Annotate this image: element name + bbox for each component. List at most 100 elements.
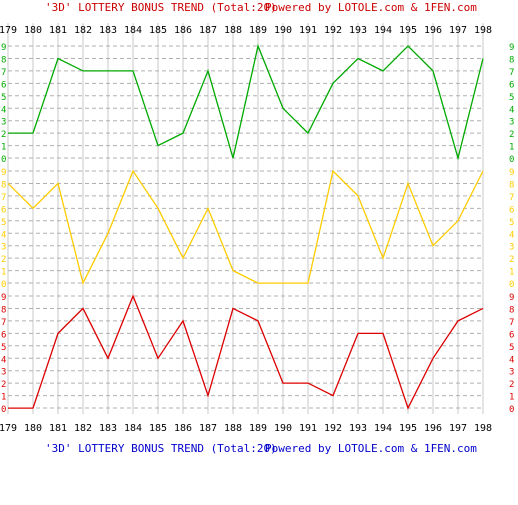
axis-labels: 0 0 1 1 2 2 3 3 4 4 5 5 6 6 7 7 8 8 9 9 0 0 1 1 2 2 3 3 4 4 5 5 6 6 7 7 8 8 9 9…	[0, 25, 514, 434]
x-tick-label-bottom: 191	[299, 423, 317, 434]
y-tick-label-right: 9	[509, 43, 514, 53]
y-tick-label-right: 2	[509, 255, 514, 265]
y-tick-label-right: 2	[509, 380, 514, 390]
y-tick-label-left: 0	[1, 280, 6, 290]
y-tick-label-right: 1	[509, 143, 514, 153]
y-tick-label-right: 8	[509, 305, 514, 315]
y-tick-label-left: 4	[1, 230, 6, 240]
x-tick-label-top: 196	[424, 25, 442, 36]
series-line-2	[7, 169, 484, 285]
y-tick-label-right: 5	[509, 343, 514, 353]
x-tick-label-bottom: 187	[199, 423, 217, 434]
header-powered: Powered by LOTOLE.com & 1FEN.com	[265, 1, 477, 14]
y-tick-label-right: 0	[509, 405, 514, 415]
x-tick-label-bottom: 181	[49, 423, 67, 434]
y-tick-label-left: 8	[1, 180, 6, 190]
y-tick-label-left: 1	[1, 268, 6, 278]
x-tick-label-top: 182	[74, 25, 92, 36]
y-tick-label-right: 1	[509, 393, 514, 403]
y-tick-label-left: 6	[1, 80, 6, 90]
y-tick-label-right: 7	[509, 193, 514, 203]
y-tick-label-right: 7	[509, 318, 514, 328]
y-tick-label-left: 8	[1, 55, 6, 65]
x-tick-label-top: 183	[99, 25, 117, 36]
x-tick-label-top: 180	[24, 25, 42, 36]
x-tick-label-top: 194	[374, 25, 392, 36]
y-tick-label-left: 4	[1, 105, 6, 115]
footer-powered: Powered by LOTOLE.com & 1FEN.com	[265, 442, 477, 455]
x-tick-label-top: 198	[474, 25, 492, 36]
x-tick-label-top: 188	[224, 25, 242, 36]
y-tick-label-right: 0	[509, 280, 514, 290]
x-tick-label-bottom: 184	[124, 423, 142, 434]
y-tick-label-left: 0	[1, 405, 6, 415]
y-tick-label-right: 0	[509, 155, 514, 165]
series-line-1	[8, 43, 484, 161]
y-tick-label-right: 3	[509, 118, 514, 128]
y-tick-label-right: 5	[509, 93, 514, 103]
series-layer	[7, 43, 484, 410]
x-tick-label-bottom: 179	[0, 423, 17, 434]
x-tick-label-bottom: 198	[474, 423, 492, 434]
y-tick-label-right: 4	[509, 230, 514, 240]
grid-layer	[7, 23, 484, 414]
y-tick-label-left: 9	[1, 43, 6, 53]
y-tick-label-right: 2	[509, 130, 514, 140]
x-tick-label-bottom: 196	[424, 423, 442, 434]
y-tick-label-left: 8	[1, 305, 6, 315]
y-tick-label-left: 6	[1, 330, 6, 340]
y-tick-label-left: 7	[1, 193, 6, 203]
x-tick-label-top: 181	[49, 25, 67, 36]
x-tick-label-top: 189	[249, 25, 267, 36]
y-tick-label-right: 8	[509, 55, 514, 65]
y-tick-label-right: 6	[509, 80, 514, 90]
x-tick-label-bottom: 185	[149, 423, 167, 434]
x-tick-label-bottom: 197	[449, 423, 467, 434]
x-tick-label-top: 193	[349, 25, 367, 36]
y-tick-label-right: 3	[509, 368, 514, 378]
x-tick-label-top: 190	[274, 25, 292, 36]
y-tick-label-left: 3	[1, 118, 6, 128]
series-line-3	[8, 294, 484, 410]
y-tick-label-right: 5	[509, 218, 514, 228]
x-tick-label-top: 192	[324, 25, 342, 36]
x-tick-label-bottom: 195	[399, 423, 417, 434]
y-tick-label-right: 6	[509, 330, 514, 340]
x-tick-label-top: 197	[449, 25, 467, 36]
y-tick-label-left: 2	[1, 255, 6, 265]
y-tick-label-right: 7	[509, 68, 514, 78]
y-tick-label-left: 9	[1, 168, 6, 178]
x-tick-label-bottom: 194	[374, 423, 392, 434]
x-tick-label-top: 179	[0, 25, 17, 36]
y-tick-label-right: 3	[509, 243, 514, 253]
y-tick-label-left: 2	[1, 130, 6, 140]
y-tick-label-left: 5	[1, 343, 6, 353]
x-tick-label-top: 187	[199, 25, 217, 36]
y-tick-label-right: 9	[509, 293, 514, 303]
y-tick-label-left: 1	[1, 393, 6, 403]
y-tick-label-left: 7	[1, 318, 6, 328]
y-tick-label-left: 5	[1, 218, 6, 228]
x-tick-label-bottom: 183	[99, 423, 117, 434]
y-tick-label-left: 2	[1, 380, 6, 390]
x-tick-label-bottom: 189	[249, 423, 267, 434]
y-tick-label-left: 0	[1, 155, 6, 165]
x-tick-label-bottom: 186	[174, 423, 192, 434]
y-tick-label-right: 4	[509, 355, 514, 365]
x-tick-label-top: 185	[149, 25, 167, 36]
y-tick-label-left: 4	[1, 355, 6, 365]
y-tick-label-right: 4	[509, 105, 514, 115]
y-tick-label-left: 5	[1, 93, 6, 103]
x-tick-label-top: 184	[124, 25, 142, 36]
y-tick-label-right: 8	[509, 180, 514, 190]
x-tick-label-bottom: 182	[74, 423, 92, 434]
y-tick-label-right: 6	[509, 205, 514, 215]
x-tick-label-bottom: 192	[324, 423, 342, 434]
y-tick-label-left: 3	[1, 368, 6, 378]
x-tick-label-bottom: 190	[274, 423, 292, 434]
y-tick-label-left: 6	[1, 205, 6, 215]
x-tick-label-top: 195	[399, 25, 417, 36]
x-tick-label-top: 186	[174, 25, 192, 36]
